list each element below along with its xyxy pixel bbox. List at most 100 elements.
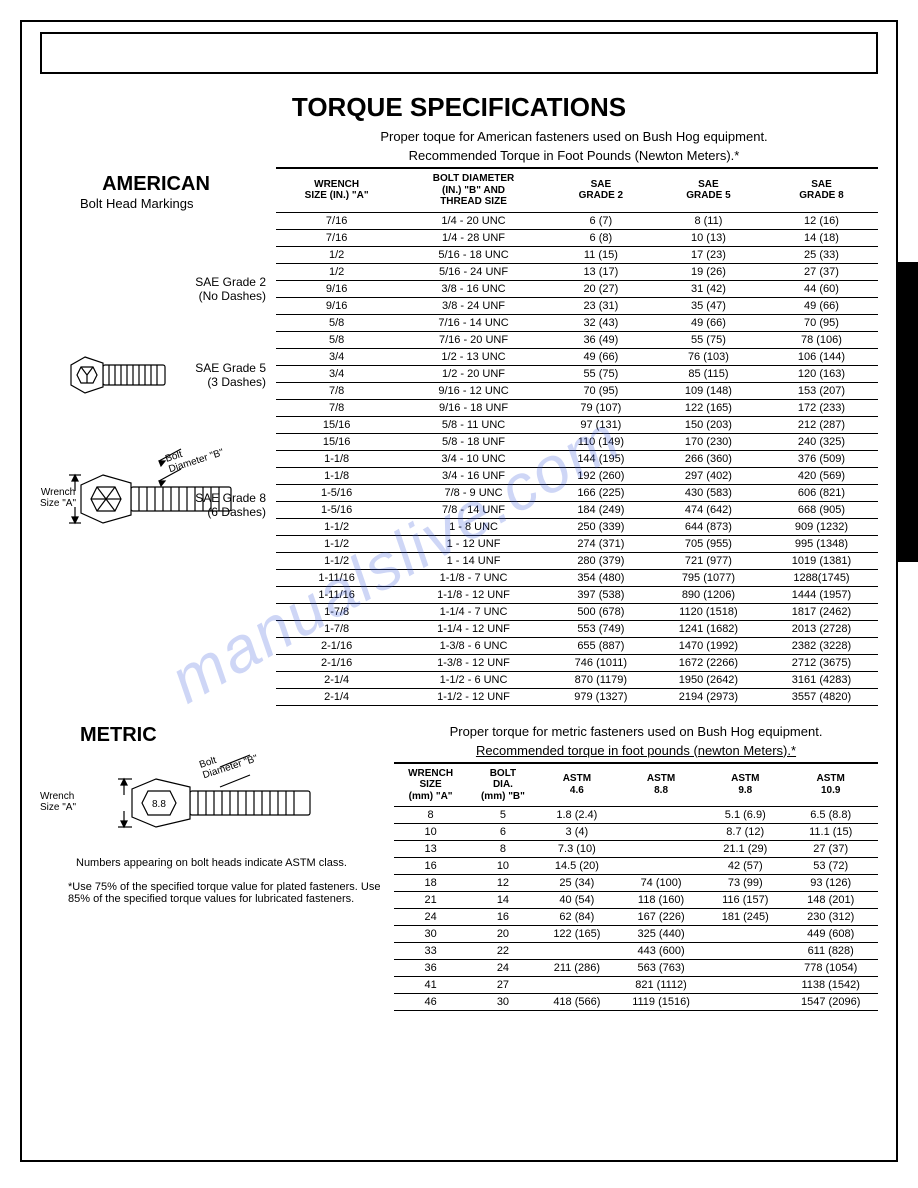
table-cell: 5/8 - 18 UNF bbox=[397, 433, 550, 450]
side-tab bbox=[898, 262, 918, 562]
table-cell: 25 (34) bbox=[539, 875, 615, 892]
grade2-sub: (No Dashes) bbox=[199, 289, 266, 303]
table-row: 5/87/16 - 20 UNF36 (49)55 (75)78 (106) bbox=[276, 331, 878, 348]
table-cell: 25 (33) bbox=[765, 246, 878, 263]
table-cell: 55 (75) bbox=[550, 365, 652, 382]
table-cell: 1-1/8 bbox=[276, 467, 397, 484]
table-cell bbox=[615, 858, 707, 875]
table-cell: 10 (13) bbox=[652, 229, 765, 246]
table-cell: 1-1/8 bbox=[276, 450, 397, 467]
table-cell: 74 (100) bbox=[615, 875, 707, 892]
th-astm98: ASTM9.8 bbox=[707, 763, 783, 807]
table-cell: 979 (1327) bbox=[550, 688, 652, 705]
table-row: 3322443 (600)611 (828) bbox=[394, 943, 878, 960]
table-cell: 1138 (1542) bbox=[783, 977, 878, 994]
table-cell bbox=[615, 841, 707, 858]
table-cell: 20 (27) bbox=[550, 280, 652, 297]
table-row: 3020122 (165)325 (440)449 (608) bbox=[394, 926, 878, 943]
table-row: 2-1/161-3/8 - 6 UNC655 (887)1470 (1992)2… bbox=[276, 637, 878, 654]
table-cell: 46 bbox=[394, 994, 467, 1011]
table-header-row: WRENCHSIZE(mm) "A" BOLTDIA.(mm) "B" ASTM… bbox=[394, 763, 878, 807]
table-cell: 166 (225) bbox=[550, 484, 652, 501]
table-cell: 170 (230) bbox=[652, 433, 765, 450]
table-header-row: WRENCHSIZE (IN.) "A" BOLT DIAMETER(IN.) … bbox=[276, 168, 878, 212]
table-cell bbox=[707, 994, 783, 1011]
table-cell: 8 bbox=[394, 807, 467, 824]
table-cell: 397 (538) bbox=[550, 586, 652, 603]
table-cell: 42 (57) bbox=[707, 858, 783, 875]
table-row: 7/161/4 - 28 UNF6 (8)10 (13)14 (18) bbox=[276, 229, 878, 246]
table-cell: 33 bbox=[394, 943, 467, 960]
table-cell: 27 (37) bbox=[765, 263, 878, 280]
table-row: 7/89/16 - 12 UNC70 (95)109 (148)153 (207… bbox=[276, 382, 878, 399]
table-cell: 3/4 - 16 UNF bbox=[397, 467, 550, 484]
american-note-2: Recommended Torque in Foot Pounds (Newto… bbox=[270, 148, 878, 163]
table-row: 1-7/81-1/4 - 7 UNC500 (678)1120 (1518)18… bbox=[276, 603, 878, 620]
table-row: 1-1/21 - 12 UNF274 (371)705 (955)995 (13… bbox=[276, 535, 878, 552]
table-cell: 240 (325) bbox=[765, 433, 878, 450]
table-cell: 430 (583) bbox=[652, 484, 765, 501]
american-subheading: Bolt Head Markings bbox=[40, 196, 272, 211]
table-cell: 2-1/16 bbox=[276, 637, 397, 654]
table-cell: 10 bbox=[394, 824, 467, 841]
wrench-label: Wrench bbox=[41, 487, 75, 498]
table-cell: 30 bbox=[467, 994, 539, 1011]
table-cell: 3/4 - 10 UNC bbox=[397, 450, 550, 467]
table-cell: 167 (226) bbox=[615, 909, 707, 926]
th-m-wrench: WRENCHSIZE(mm) "A" bbox=[394, 763, 467, 807]
table-cell: 3 (4) bbox=[539, 824, 615, 841]
table-cell: 1120 (1518) bbox=[652, 603, 765, 620]
table-cell: 7/16 bbox=[276, 212, 397, 229]
table-cell: 31 (42) bbox=[652, 280, 765, 297]
table-cell: 1-1/8 - 12 UNF bbox=[397, 586, 550, 603]
table-cell: 1 - 8 UNC bbox=[397, 518, 550, 535]
table-cell: 1-1/2 bbox=[276, 552, 397, 569]
table-cell: 20 bbox=[467, 926, 539, 943]
table-cell bbox=[539, 977, 615, 994]
table-cell: 250 (339) bbox=[550, 518, 652, 535]
mark-88: 8.8 bbox=[152, 799, 166, 810]
table-cell: 8 bbox=[467, 841, 539, 858]
table-cell: 106 (144) bbox=[765, 348, 878, 365]
table-row: 15/165/8 - 11 UNC97 (131)150 (203)212 (2… bbox=[276, 416, 878, 433]
table-cell: 12 (16) bbox=[765, 212, 878, 229]
table-row: 161014.5 (20)42 (57)53 (72) bbox=[394, 858, 878, 875]
table-cell: 97 (131) bbox=[550, 416, 652, 433]
table-cell: 668 (905) bbox=[765, 501, 878, 518]
table-cell: 449 (608) bbox=[783, 926, 878, 943]
metric-note-1: Proper torque for metric fasteners used … bbox=[394, 724, 878, 739]
table-cell: 9/16 - 18 UNF bbox=[397, 399, 550, 416]
table-row: 241662 (84)167 (226)181 (245)230 (312) bbox=[394, 909, 878, 926]
american-left-column: AMERICAN Bolt Head Markings SAE Grade 2 … bbox=[40, 167, 272, 706]
th-grade2: SAEGRADE 2 bbox=[550, 168, 652, 212]
table-cell: 23 (31) bbox=[550, 297, 652, 314]
table-cell: 53 (72) bbox=[783, 858, 878, 875]
table-cell bbox=[707, 960, 783, 977]
table-cell: 418 (566) bbox=[539, 994, 615, 1011]
table-cell: 890 (1206) bbox=[652, 586, 765, 603]
th-astm88: ASTM8.8 bbox=[615, 763, 707, 807]
th-wrench: WRENCHSIZE (IN.) "A" bbox=[276, 168, 397, 212]
table-cell: 22 bbox=[467, 943, 539, 960]
table-cell: 153 (207) bbox=[765, 382, 878, 399]
table-cell bbox=[539, 943, 615, 960]
table-row: 181225 (34)74 (100)73 (99)93 (126) bbox=[394, 875, 878, 892]
table-row: 1063 (4)8.7 (12)11.1 (15) bbox=[394, 824, 878, 841]
table-cell: 3/4 bbox=[276, 365, 397, 382]
table-cell: 870 (1179) bbox=[550, 671, 652, 688]
table-cell: 7/8 bbox=[276, 382, 397, 399]
table-row: 3/41/2 - 13 UNC49 (66)76 (103)106 (144) bbox=[276, 348, 878, 365]
table-cell: 2194 (2973) bbox=[652, 688, 765, 705]
table-cell: 5/8 - 11 UNC bbox=[397, 416, 550, 433]
table-cell: 73 (99) bbox=[707, 875, 783, 892]
table-cell: 211 (286) bbox=[539, 960, 615, 977]
table-cell: 5/8 bbox=[276, 331, 397, 348]
table-cell: 212 (287) bbox=[765, 416, 878, 433]
table-cell: 3/8 - 16 UNC bbox=[397, 280, 550, 297]
page: TORQUE SPECIFICATIONS manualslive.com Pr… bbox=[20, 20, 898, 1162]
th-astm46: ASTM4.6 bbox=[539, 763, 615, 807]
table-cell: 1-11/16 bbox=[276, 569, 397, 586]
table-cell: 2013 (2728) bbox=[765, 620, 878, 637]
table-cell: 325 (440) bbox=[615, 926, 707, 943]
table-cell: 7.3 (10) bbox=[539, 841, 615, 858]
